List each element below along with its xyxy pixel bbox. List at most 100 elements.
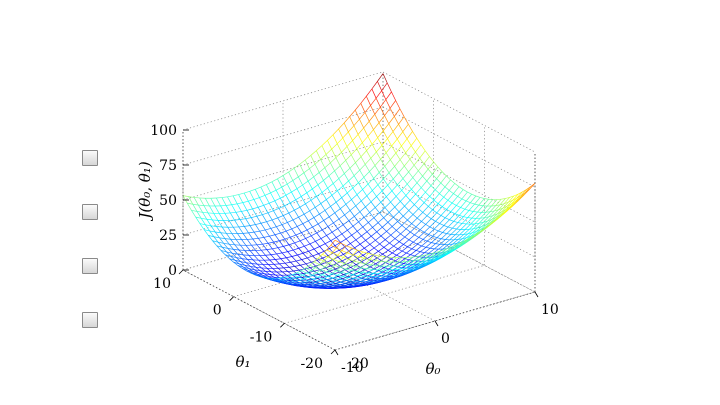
surface-segment <box>467 228 474 235</box>
surface-segment <box>405 223 412 230</box>
surface-segment <box>356 271 363 273</box>
surface-segment <box>261 267 266 272</box>
surface-segment <box>374 255 380 261</box>
checkbox-4[interactable] <box>82 312 98 328</box>
surface-segment <box>480 211 487 219</box>
surface-segment <box>380 106 385 116</box>
surface-segment <box>397 271 402 275</box>
surface-segment <box>238 194 244 203</box>
surface-segment <box>317 184 323 193</box>
surface-segment <box>395 196 401 202</box>
surface-segment <box>297 252 304 256</box>
surface-segment <box>336 137 344 144</box>
surface-segment <box>383 212 390 218</box>
surface-segment <box>324 266 331 270</box>
surface-segment <box>291 226 298 230</box>
surface-segment <box>303 172 309 182</box>
z-axis-label: J(θ₀, θ₁) <box>136 161 154 221</box>
surface-segment <box>192 204 198 212</box>
surface-segment <box>353 272 360 276</box>
surface-segment <box>338 214 345 220</box>
surface-segment <box>342 276 349 278</box>
surface-segment <box>308 248 315 252</box>
surface-segment <box>312 272 317 276</box>
surface-segment <box>275 190 281 199</box>
surface-segment <box>357 249 363 253</box>
surface-segment <box>336 279 342 283</box>
surface-segment <box>321 261 327 265</box>
surface-segment <box>280 257 287 260</box>
surface-segment <box>283 246 288 252</box>
surface-segment <box>491 213 498 220</box>
surface-segment <box>433 223 440 230</box>
surface-segment <box>432 173 437 179</box>
checkbox-2[interactable] <box>82 204 98 220</box>
surface-segment <box>506 200 513 207</box>
surface-segment <box>400 228 407 235</box>
surface-segment <box>209 205 214 214</box>
surface-segment <box>284 262 290 268</box>
surface-segment <box>378 122 384 132</box>
surface-segment <box>333 271 340 275</box>
surface-segment <box>364 158 372 165</box>
surface-segment <box>391 190 397 197</box>
surface-segment <box>441 238 446 240</box>
surface-segment <box>363 171 370 178</box>
surface-segment <box>281 222 288 225</box>
surface-segment <box>280 276 285 279</box>
surface-segment <box>367 136 373 145</box>
surface-segment <box>436 206 443 214</box>
surface-segment <box>358 182 363 190</box>
surface-segment <box>351 270 358 272</box>
checkbox-1[interactable] <box>82 150 98 166</box>
surface-segment <box>399 108 405 117</box>
surface-segment <box>359 211 365 218</box>
surface-segment <box>352 254 359 258</box>
surface-segment <box>384 267 389 270</box>
surface-segment <box>415 193 421 199</box>
surface-segment <box>463 210 470 217</box>
surface-segment <box>324 162 331 169</box>
surface-segment <box>298 274 303 278</box>
surface-segment <box>241 211 246 219</box>
surface-segment <box>229 243 235 246</box>
surface-segment <box>412 177 418 184</box>
surface-segment <box>335 267 341 272</box>
surface-segment <box>352 140 358 150</box>
surface-segment <box>210 225 216 233</box>
surface-segment <box>444 179 451 188</box>
surface-segment <box>244 265 250 269</box>
surface-segment <box>307 255 313 259</box>
surface-segment <box>301 229 308 233</box>
surface-segment <box>381 190 387 197</box>
surface-segment <box>254 255 259 261</box>
surface-segment <box>286 257 291 263</box>
surface-segment <box>293 168 299 177</box>
surface-segment <box>280 232 286 240</box>
surface-segment <box>305 281 311 285</box>
surface-segment <box>309 168 314 178</box>
surface-segment <box>319 243 326 247</box>
axis-labels: J(θ₀, θ₁) θ₁ θ₀ <box>136 161 441 378</box>
surface-segment <box>516 191 523 199</box>
surface-segment <box>338 128 344 139</box>
surface-segment <box>462 233 469 240</box>
surface-segment <box>234 259 241 262</box>
surface-segment <box>382 130 388 139</box>
surface-segment <box>310 283 317 286</box>
surface-segment <box>432 203 439 211</box>
surface-segment <box>388 206 396 213</box>
surface-segment <box>284 261 291 264</box>
surface-segment <box>468 235 475 240</box>
surface-segment <box>445 234 452 240</box>
surface-segment <box>387 184 393 192</box>
surface-segment <box>303 213 309 221</box>
surface-segment <box>396 131 404 140</box>
checkbox-3[interactable] <box>82 258 98 274</box>
surface-segment <box>481 220 488 227</box>
surface-segment <box>251 215 257 218</box>
surface-segment <box>240 218 246 220</box>
surface-segment <box>276 224 283 228</box>
surface-segment <box>484 211 491 218</box>
surface-segment <box>230 256 236 261</box>
